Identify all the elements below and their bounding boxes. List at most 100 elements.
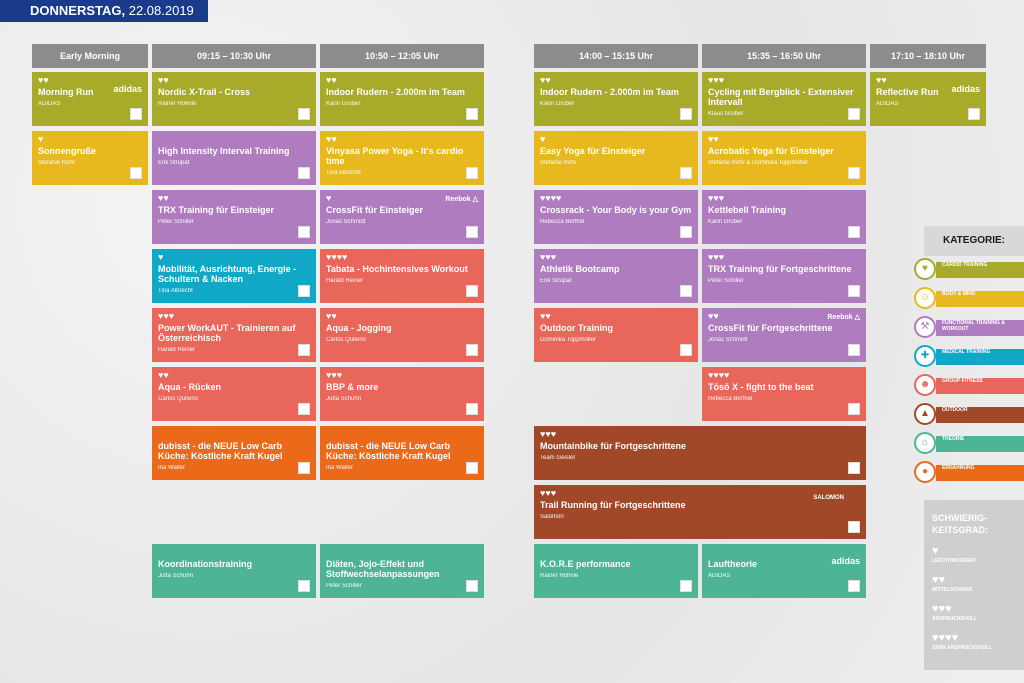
select-checkbox[interactable] — [848, 344, 860, 356]
session-card[interactable]: ♥♥ Reflective Run ADIDAS adidas — [870, 72, 986, 126]
adidas-logo: adidas — [831, 556, 860, 566]
session-card[interactable]: ♥ Easy Yoga für Einsteiger Stefanie Rohr — [534, 131, 698, 185]
session-card[interactable]: ♥♥ Aqua - Rücken Carlos Quiterio — [152, 367, 316, 421]
session-trainer: Tina Albrecht — [326, 170, 361, 176]
session-card[interactable]: ♥♥♥ Kettlebell Training Karin Gruber — [702, 190, 866, 244]
session-card[interactable]: ♥♥♥♥ Tabata - Hochintensives Workout Har… — [320, 249, 484, 303]
select-checkbox[interactable] — [298, 285, 310, 297]
select-checkbox[interactable] — [298, 167, 310, 179]
session-card[interactable]: ♥♥♥ TRX Training für Fortgeschrittene Pe… — [702, 249, 866, 303]
select-checkbox[interactable] — [848, 462, 860, 474]
session-card[interactable]: ♥♥ Nordic X-Trail - Cross Rainer Höhnle — [152, 72, 316, 126]
difficulty-hearts: ♥♥♥ — [708, 252, 725, 262]
select-checkbox[interactable] — [848, 226, 860, 238]
select-checkbox[interactable] — [680, 344, 692, 356]
session-trainer: Ina Walter — [326, 465, 354, 471]
select-checkbox[interactable] — [466, 344, 478, 356]
difficulty-hearts: ♥♥♥ — [708, 193, 725, 203]
select-checkbox[interactable] — [848, 285, 860, 297]
session-trainer: Harald Reiner — [158, 347, 196, 353]
difficulty-hearts — [158, 548, 310, 557]
select-checkbox[interactable] — [130, 167, 142, 179]
select-checkbox[interactable] — [466, 167, 478, 179]
difficulty-hearts: ♥♥ — [540, 311, 551, 321]
difficulty-hearts: ♥♥ — [708, 311, 719, 321]
legend-item-cardio: ♥ CARDIO TRAINING — [912, 258, 1024, 280]
session-card[interactable]: ♥♥ Morning Run ADIDAS adidas — [32, 72, 148, 126]
select-checkbox[interactable] — [968, 108, 980, 120]
session-card[interactable]: Diäten, Jojo-Effekt und Stoffwechselanpa… — [320, 544, 484, 598]
session-title: Morning Run — [38, 87, 94, 97]
heart-icon: ♥♥♥ — [932, 603, 952, 615]
select-checkbox[interactable] — [298, 226, 310, 238]
session-card[interactable]: ♥♥ CrossFit für Fortgeschrittene Jonas S… — [702, 308, 866, 362]
select-checkbox[interactable] — [466, 226, 478, 238]
session-card[interactable]: High Intensity Interval Training Erik St… — [152, 131, 316, 185]
session-card[interactable]: Lauftheorie ADIDAS adidas — [702, 544, 866, 598]
dumbbell-icon: ⚒ — [914, 316, 936, 338]
session-card[interactable]: ♥♥♥ Cycling mit Bergblick - Extensiver I… — [702, 72, 866, 126]
select-checkbox[interactable] — [680, 108, 692, 120]
session-card[interactable]: ♥♥ Outdoor Training Dominika Toppmöller — [534, 308, 698, 362]
select-checkbox[interactable] — [466, 403, 478, 415]
select-checkbox[interactable] — [680, 580, 692, 592]
session-card[interactable]: Koordinationstraining Jutta Schuhn — [152, 544, 316, 598]
session-card[interactable]: ♥♥ Vinyasa Power Yoga - It's cardio time… — [320, 131, 484, 185]
session-card[interactable]: ♥♥♥ Mountainbike für Fortgeschrittene Te… — [534, 426, 866, 480]
session-trainer: Rainer Höhnle — [540, 573, 579, 579]
select-checkbox[interactable] — [298, 462, 310, 474]
session-card[interactable]: ♥♥ Aqua - Jogging Carlos Quiterio — [320, 308, 484, 362]
select-checkbox[interactable] — [466, 462, 478, 474]
session-trainer: Dominika Toppmöller — [540, 337, 596, 343]
select-checkbox[interactable] — [680, 226, 692, 238]
session-card[interactable]: ♥♥ TRX Training für Einsteiger Peter Sch… — [152, 190, 316, 244]
session-card[interactable]: ♥ Sonnengruße Stefanie Rohr — [32, 131, 148, 185]
difficulty-hearts: ♥♥ — [540, 75, 551, 85]
session-card[interactable]: ♥ CrossFit für Einsteiger Jonas Schmidt … — [320, 190, 484, 244]
session-title: Indoor Rudern - 2.000m im Team — [326, 87, 465, 97]
session-card[interactable]: ♥♥ Indoor Rudern - 2.000m im Team Karin … — [320, 72, 484, 126]
session-title: Mobilität, Ausrichtung, Energie - Schult… — [158, 264, 297, 284]
session-card[interactable]: K.O.R.E performance Rainer Höhnle — [534, 544, 698, 598]
session-card[interactable]: ♥♥ Indoor Rudern - 2.000m im Team Karin … — [534, 72, 698, 126]
column-header-1050: 10:50 – 12:05 Uhr — [320, 44, 484, 68]
session-card[interactable]: ♥♥♥ Athletik Bootcamp Erik Strupat — [534, 249, 698, 303]
session-card[interactable]: dubisst - die NEUE Low Carb Küche: Köstl… — [152, 426, 316, 480]
select-checkbox[interactable] — [848, 521, 860, 533]
select-checkbox[interactable] — [298, 580, 310, 592]
difficulty-legend — [924, 500, 1024, 670]
session-card[interactable]: ♥♥♥♥ Crossrack - Your Body is your Gym R… — [534, 190, 698, 244]
session-card[interactable]: ♥♥♥ Power WorkAUT - Trainieren auf Öster… — [152, 308, 316, 362]
difficulty-hearts: ♥ — [540, 134, 546, 144]
select-checkbox[interactable] — [848, 580, 860, 592]
session-card[interactable]: ♥♥♥ Trail Running für Fortgeschrittene S… — [534, 485, 866, 539]
session-card[interactable]: ♥♥ Acrobatic Yoga für Einsteiger Stefani… — [702, 131, 866, 185]
session-card[interactable]: ♥ Mobilität, Ausrichtung, Energie - Schu… — [152, 249, 316, 303]
session-card[interactable]: dubisst - die NEUE Low Carb Küche: Köstl… — [320, 426, 484, 480]
select-checkbox[interactable] — [466, 285, 478, 297]
select-checkbox[interactable] — [680, 285, 692, 297]
session-title: Reflective Run — [876, 87, 939, 97]
session-trainer: Rainer Höhnle — [158, 101, 197, 107]
select-checkbox[interactable] — [848, 108, 860, 120]
difficulty-level-1: ♥ LEICHT/MODERAT — [932, 546, 1022, 565]
select-checkbox[interactable] — [848, 167, 860, 179]
session-title: Power WorkAUT - Trainieren auf Österreic… — [158, 323, 296, 343]
select-checkbox[interactable] — [466, 580, 478, 592]
difficulty-hearts: ♥♥ — [708, 134, 719, 144]
column-header-0915: 09:15 – 10:30 Uhr — [152, 44, 316, 68]
session-card[interactable]: ♥♥♥♥ Tōsō X - fight to the beat Rebecca … — [702, 367, 866, 421]
select-checkbox[interactable] — [848, 403, 860, 415]
column-header-early-morning: Early Morning — [32, 44, 148, 68]
session-card[interactable]: ♥♥♥ BBP & more Jutta Schuhn — [320, 367, 484, 421]
select-checkbox[interactable] — [298, 344, 310, 356]
group-icon: ☻ — [914, 374, 936, 396]
select-checkbox[interactable] — [680, 167, 692, 179]
select-checkbox[interactable] — [130, 108, 142, 120]
session-trainer: Erik Strupat — [540, 278, 572, 284]
column-header-1535: 15:35 – 16:50 Uhr — [702, 44, 866, 68]
select-checkbox[interactable] — [298, 108, 310, 120]
select-checkbox[interactable] — [466, 108, 478, 120]
select-checkbox[interactable] — [298, 403, 310, 415]
adidas-logo: adidas — [951, 84, 980, 94]
